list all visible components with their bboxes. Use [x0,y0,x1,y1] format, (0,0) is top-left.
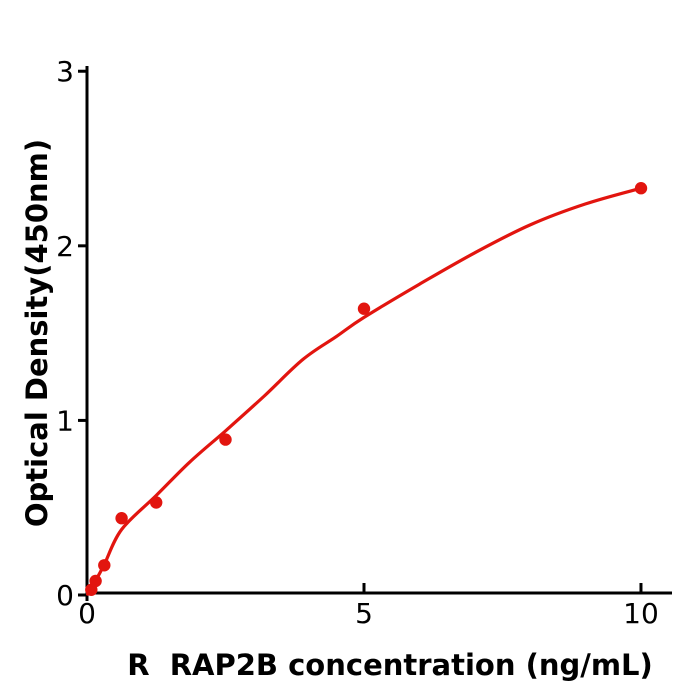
fit-curve [86,186,643,596]
data-point [150,496,163,509]
x-tick-label: 0 [78,597,96,630]
x-axis-title: R RAP2B concentration (ng/mL) [127,648,653,682]
data-point [89,574,102,588]
y-tick-label: 1 [56,404,74,437]
y-tick-label: 3 [56,55,74,88]
data-point [634,182,648,195]
data-point [357,302,371,315]
y-axis-title: Optical Density(450nm) [20,138,54,528]
data-point [115,512,128,525]
x-tick-label: 5 [355,597,373,630]
data-point [98,559,111,572]
x-tick-label: 10 [623,597,659,630]
y-tick-label: 2 [56,230,74,263]
y-tick-label: 0 [56,579,74,612]
data-point [219,433,232,446]
